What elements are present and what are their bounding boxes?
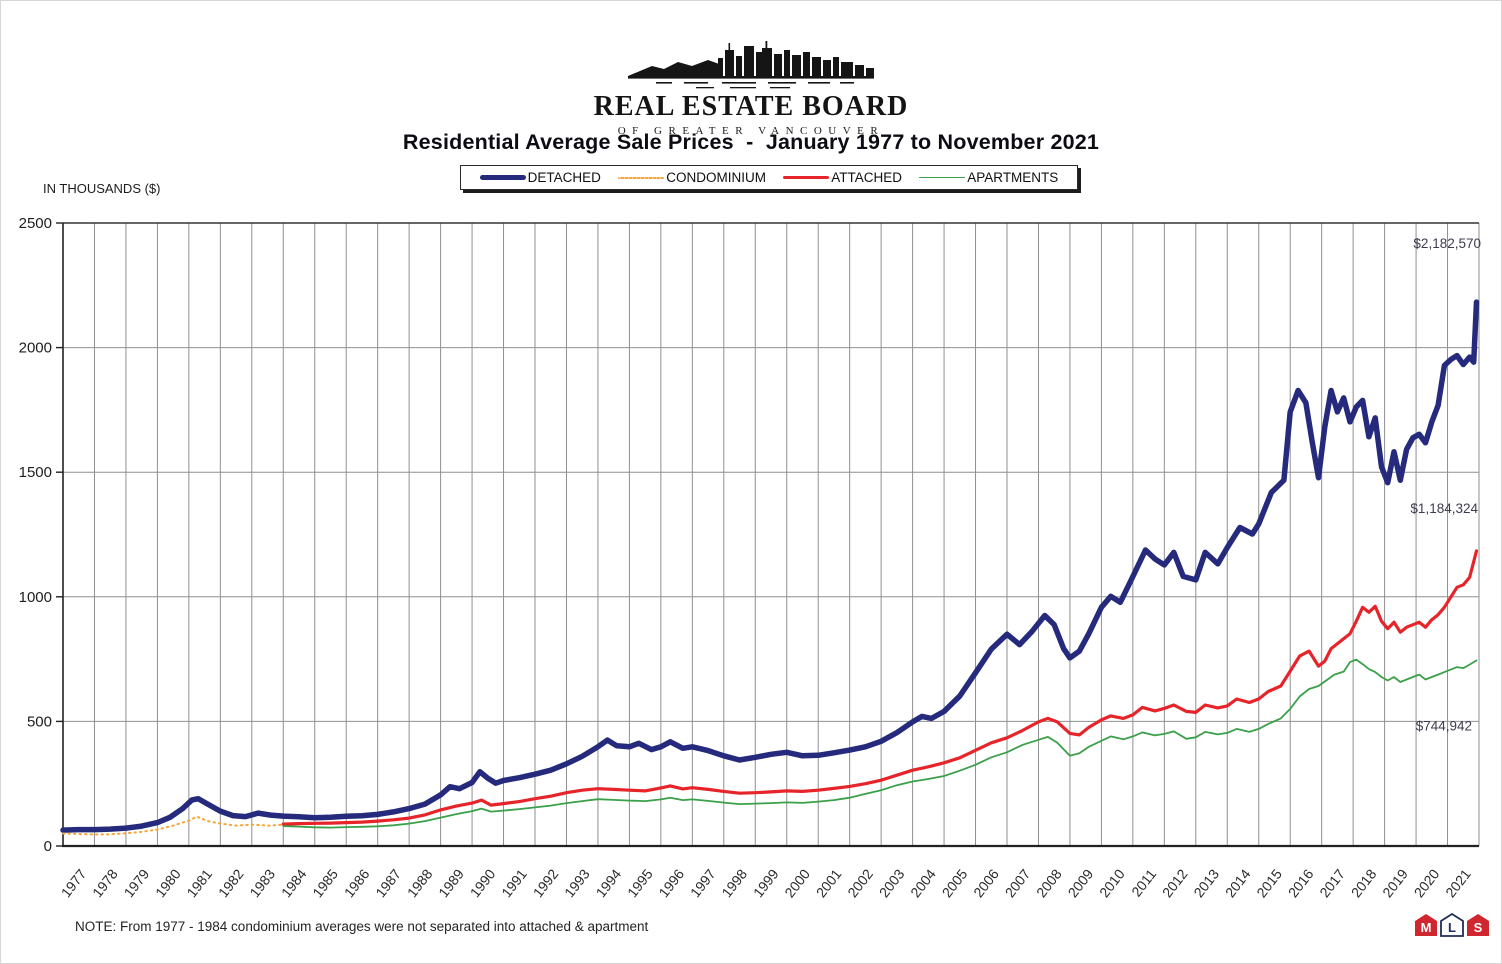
- x-tick-label-2011: 2011: [1128, 866, 1159, 900]
- svg-text:M: M: [1421, 920, 1432, 935]
- svg-text:L: L: [1448, 920, 1456, 935]
- legend-swatch-apartments: [919, 177, 966, 178]
- org-subtitle: OF GREATER VANCOUVER: [617, 124, 885, 137]
- y-tick-label: 2500: [19, 215, 52, 232]
- series-detached-line: [60, 299, 1480, 833]
- x-tick-label-1994: 1994: [593, 866, 625, 901]
- mls-logo-icon: M L S: [1415, 913, 1489, 937]
- legend-label: DETACHED: [527, 170, 601, 185]
- series-condominium-line: [62, 815, 297, 836]
- x-tick-label-1999: 1999: [750, 866, 782, 901]
- x-tick-label-2014: 2014: [1222, 866, 1254, 901]
- x-tick-label-2004: 2004: [907, 866, 939, 901]
- x-tick-label-1987: 1987: [372, 866, 404, 901]
- x-tick-label-2021: 2021: [1442, 866, 1474, 901]
- x-tick-label-2015: 2015: [1253, 866, 1285, 901]
- x-tick-label-2002: 2002: [844, 866, 876, 901]
- annotation-apartments: $744,942: [1416, 718, 1472, 733]
- series-apartments-line: [282, 658, 1478, 829]
- legend-label: APARTMENTS: [967, 170, 1059, 185]
- series-attached-line: [281, 549, 1479, 826]
- x-tick-label-2020: 2020: [1411, 866, 1443, 901]
- x-tick-label-1979: 1979: [121, 866, 153, 901]
- svg-text:S: S: [1474, 920, 1483, 935]
- x-tick-label-1978: 1978: [89, 866, 121, 901]
- x-tick-label-1988: 1988: [404, 866, 436, 901]
- legend-item-detached: DETACHED: [479, 170, 601, 185]
- x-tick-label-1989: 1989: [435, 866, 467, 901]
- x-tick-label-2013: 2013: [1190, 866, 1222, 901]
- legend-item-apartments: APARTMENTS: [919, 170, 1058, 185]
- x-tick-label-2018: 2018: [1348, 866, 1380, 901]
- legend-swatch-condominium: [618, 176, 665, 179]
- x-tick-label-1997: 1997: [687, 866, 719, 901]
- x-tick-label-1977: 1977: [58, 866, 90, 901]
- x-tick-label-2019: 2019: [1379, 866, 1411, 901]
- legend-label: ATTACHED: [831, 170, 902, 185]
- x-tick-label-1983: 1983: [246, 866, 278, 901]
- legend-item-condominium: CONDOMINIUM: [618, 170, 766, 185]
- x-tick-label-2007: 2007: [1002, 866, 1034, 901]
- x-tick-label-1984: 1984: [278, 866, 310, 901]
- x-tick-label-1982: 1982: [215, 866, 247, 901]
- page-title: Residential Average Sale Prices - Januar…: [402, 130, 1100, 154]
- x-tick-label-2012: 2012: [1159, 866, 1191, 901]
- x-tick-label-1991: 1991: [498, 866, 530, 901]
- org-logo: REAL ESTATE BOARD OF GREATER VANCOUVER: [1, 39, 1501, 137]
- x-tick-label-1993: 1993: [561, 866, 593, 901]
- y-axis-units-label: IN THOUSANDS ($): [43, 181, 161, 196]
- org-name: REAL ESTATE BOARD: [593, 91, 909, 122]
- x-tick-label-2010: 2010: [1096, 866, 1128, 901]
- legend-swatch-detached: [479, 175, 526, 180]
- y-tick-label: 1000: [19, 589, 52, 606]
- x-tick-label-2006: 2006: [970, 866, 1002, 901]
- x-tick-label-2001: 2001: [813, 866, 845, 901]
- x-tick-label-1986: 1986: [341, 866, 373, 901]
- x-tick-label-1996: 1996: [655, 866, 687, 901]
- legend-item-attached: ATTACHED: [783, 170, 902, 185]
- x-tick-label-1985: 1985: [309, 866, 341, 901]
- y-tick-label: 2000: [19, 340, 52, 357]
- x-tick-label-2003: 2003: [876, 866, 908, 901]
- legend-label: CONDOMINIUM: [666, 170, 766, 185]
- legend-swatch-attached: [783, 176, 830, 179]
- x-tick-label-1990: 1990: [467, 866, 499, 901]
- x-tick-label-1995: 1995: [624, 866, 656, 901]
- x-tick-label-2016: 2016: [1285, 866, 1317, 901]
- y-tick-label: 1500: [19, 464, 52, 481]
- annotation-attached: $1,184,324: [1410, 501, 1478, 516]
- x-tick-label-2017: 2017: [1316, 866, 1348, 901]
- annotation-detached: $2,182,570: [1413, 236, 1481, 251]
- x-tick-label-1998: 1998: [718, 866, 750, 901]
- x-tick-label-2000: 2000: [781, 866, 813, 901]
- x-tick-label-1992: 1992: [530, 866, 562, 901]
- x-tick-label-2005: 2005: [939, 866, 971, 901]
- x-tick-label-2008: 2008: [1033, 866, 1065, 901]
- legend: DETACHED CONDOMINIUM ATTACHED APARTMENTS: [460, 165, 1078, 190]
- y-tick-label: 0: [44, 838, 52, 855]
- x-tick-label-2009: 2009: [1065, 866, 1097, 901]
- vancouver-skyline-icon: [628, 41, 874, 89]
- x-tick-label-1981: 1981: [183, 866, 215, 901]
- y-tick-label: 500: [27, 713, 52, 730]
- x-tick-label-1980: 1980: [152, 866, 184, 901]
- footnote: NOTE: From 1977 - 1984 condominium avera…: [75, 919, 649, 934]
